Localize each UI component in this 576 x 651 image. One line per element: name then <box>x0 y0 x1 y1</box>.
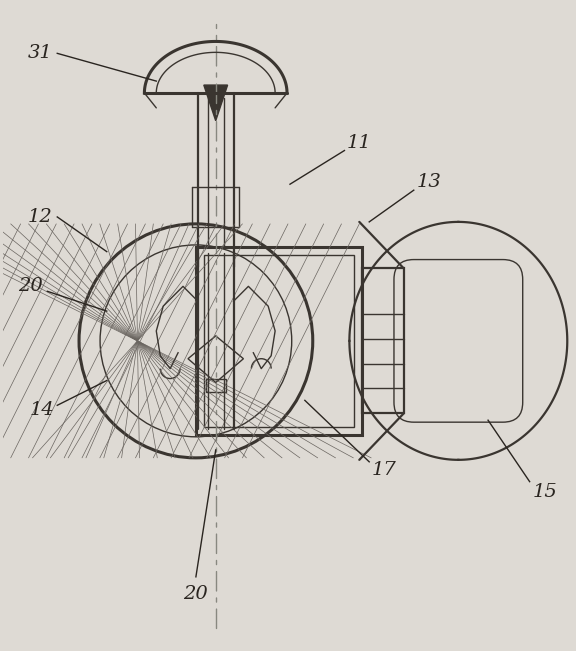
Bar <box>196 247 362 435</box>
Text: 20: 20 <box>18 277 43 296</box>
Text: 15: 15 <box>533 482 558 501</box>
Text: 20: 20 <box>184 585 209 603</box>
Bar <box>204 255 354 427</box>
Text: 14: 14 <box>30 401 55 419</box>
Text: 31: 31 <box>28 44 53 62</box>
Text: 17: 17 <box>372 461 396 478</box>
Bar <box>206 378 226 393</box>
Text: 12: 12 <box>28 208 53 226</box>
Bar <box>362 268 404 413</box>
Text: 11: 11 <box>347 133 372 152</box>
Polygon shape <box>204 85 228 121</box>
Text: 13: 13 <box>416 173 441 191</box>
